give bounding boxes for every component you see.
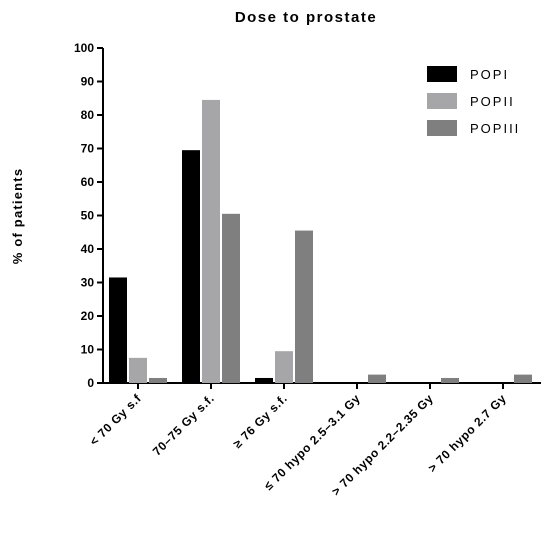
bar-POPIII-2 <box>295 230 313 383</box>
x-tick-label: > 70 hypo 2.7 Gy <box>425 391 509 475</box>
bar-POPI-0 <box>109 277 127 383</box>
x-tick-label: ≥ 76 Gy s.f. <box>230 391 290 451</box>
y-tick-label: 10 <box>81 343 95 357</box>
x-tick-labels: < 70 Gy s.f 70–75 Gy s.f. ≥ 76 Gy s.f.≤ 70… <box>87 391 509 499</box>
y-tick-label: 30 <box>81 276 95 290</box>
y-tick-label: 0 <box>87 376 94 390</box>
bar-POPIII-0 <box>149 377 167 383</box>
y-tick-label: 100 <box>74 41 94 55</box>
y-tick-label: 20 <box>81 309 95 323</box>
legend-swatch-POPII <box>427 93 457 109</box>
bar-POPI-1 <box>182 150 200 383</box>
bar-POPII-0 <box>129 357 147 383</box>
y-tick-label: 80 <box>81 108 95 122</box>
y-tick-label: 70 <box>81 142 95 156</box>
axes: 0 10 20 30 40 50 60 70 80 90 100 <box>74 41 541 390</box>
bars <box>109 99 532 384</box>
legend-swatch-POPIII <box>427 120 457 136</box>
bar-POPIII-1 <box>222 213 240 383</box>
legend-label-POPI: POPI <box>470 67 509 82</box>
legend-swatch-POPI <box>427 66 457 82</box>
bar-POPII-2 <box>275 351 293 383</box>
y-tick-label: 40 <box>81 242 95 256</box>
y-axis-label: % of patients <box>10 168 25 265</box>
legend-label-POPIII: POPIII <box>470 121 520 136</box>
y-tick-label: 90 <box>81 75 95 89</box>
legend-label-POPII: POPII <box>470 94 515 109</box>
bar-POPIII-3 <box>368 374 386 383</box>
x-tick-label: < 70 Gy s.f <box>87 391 145 449</box>
y-tick-label: 60 <box>81 175 95 189</box>
bar-POPIII-5 <box>514 374 532 383</box>
bar-POPI-2 <box>255 377 273 383</box>
legend: POPI POPII POPIII <box>427 66 520 136</box>
chart-title: Dose to prostate <box>235 9 377 26</box>
x-tick-label: 70–75 Gy s.f. <box>150 391 217 458</box>
y-tick-label: 50 <box>81 209 95 223</box>
bar-POPII-1 <box>202 99 220 384</box>
bar-POPIII-4 <box>441 377 459 383</box>
